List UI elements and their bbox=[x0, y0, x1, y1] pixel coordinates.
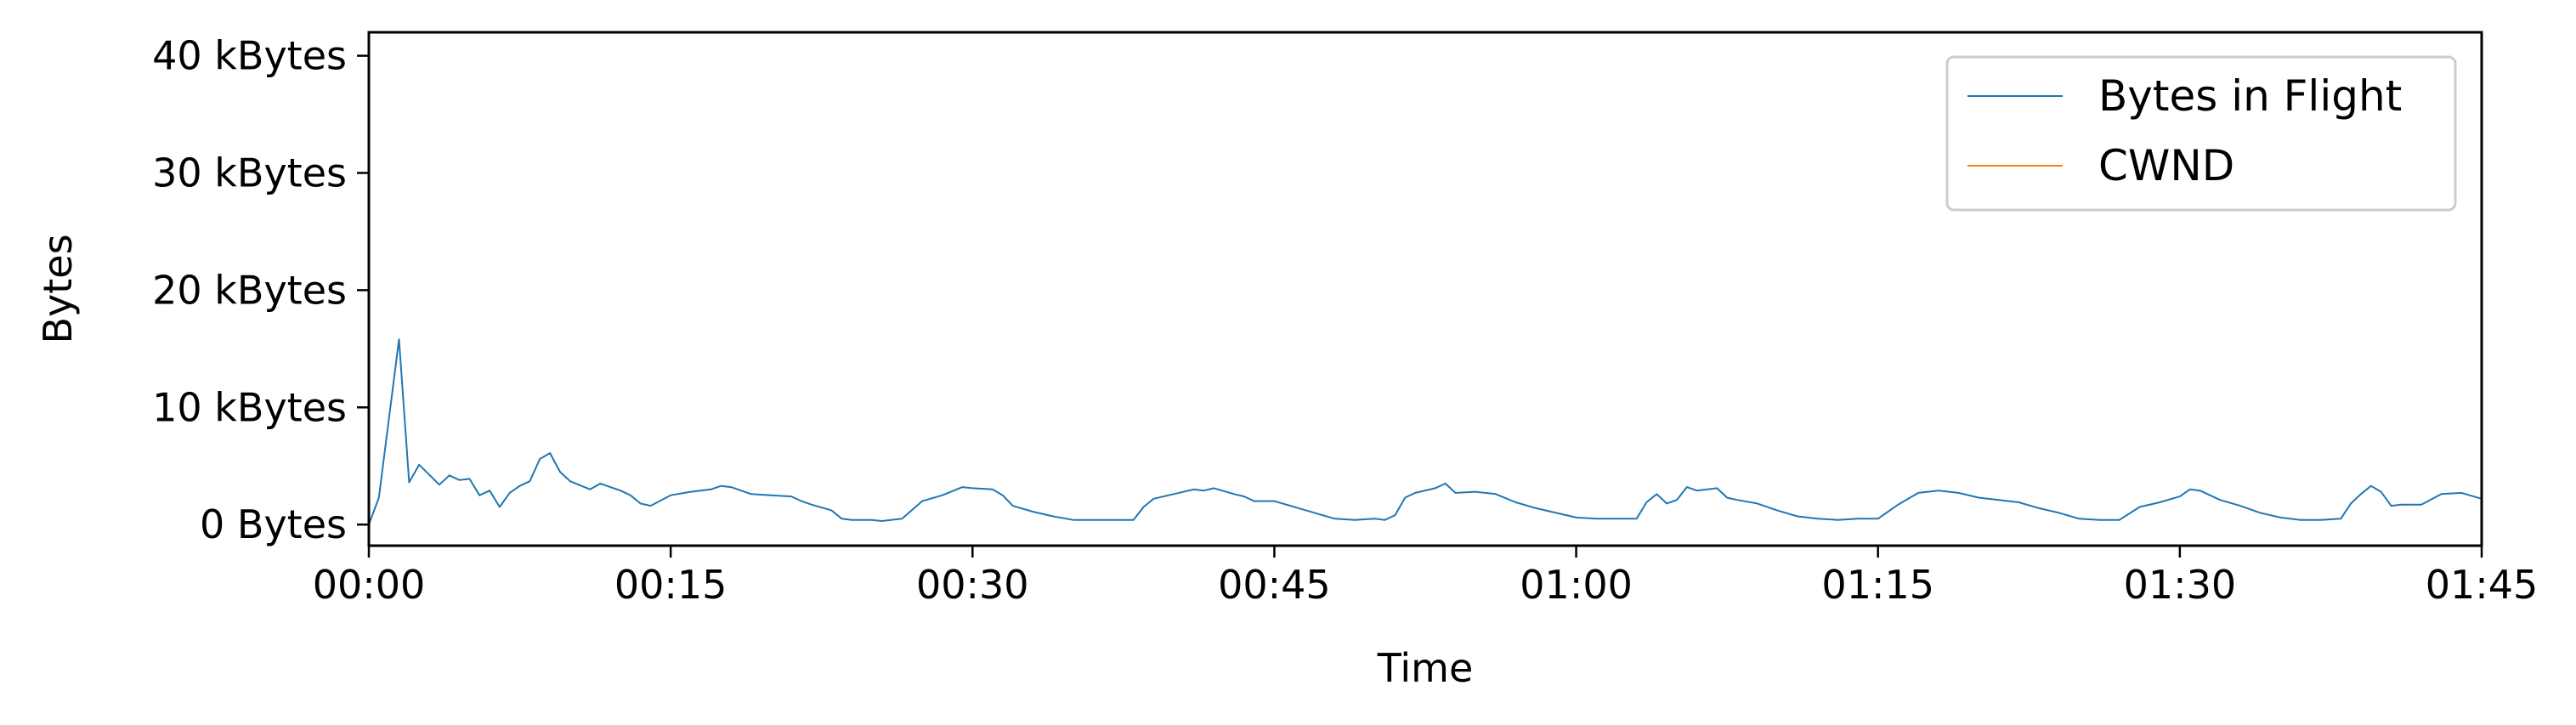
legend-label-bytes-in-flight: Bytes in Flight bbox=[2098, 71, 2402, 121]
legend-box bbox=[1945, 55, 2457, 212]
x-axis: 00:00 00:15 00:30 00:45 01:00 01:15 01:30 01:45 bbox=[313, 546, 2539, 608]
series-line-0 bbox=[368, 338, 2483, 525]
x-tick-label-4: 01:00 bbox=[1520, 562, 1633, 608]
legend-label-cwnd: CWND bbox=[2098, 141, 2234, 190]
x-tick-label-7: 01:45 bbox=[2426, 562, 2539, 608]
series-layer bbox=[368, 338, 2483, 525]
x-tick-label-1: 00:15 bbox=[614, 562, 728, 608]
x-tick-label-0: 00:00 bbox=[313, 562, 426, 608]
y-axis-label: Bytes bbox=[35, 234, 81, 343]
y-tick-label-2: 20 kBytes bbox=[152, 267, 347, 313]
x-tick-label-6: 01:30 bbox=[2124, 562, 2237, 608]
legend: Bytes in Flight CWND bbox=[1945, 55, 2457, 212]
y-tick-label-0: 0 Bytes bbox=[200, 501, 347, 547]
plot-frame bbox=[367, 31, 2483, 547]
x-tick-label-3: 00:45 bbox=[1218, 562, 1331, 608]
y-tick-label-1: 10 kBytes bbox=[152, 384, 347, 430]
y-tick-label-3: 30 kBytes bbox=[152, 150, 347, 195]
x-tick-label-2: 00:30 bbox=[916, 562, 1029, 608]
y-tick-label-4: 40 kBytes bbox=[152, 33, 347, 79]
x-axis-label: Time bbox=[1377, 645, 1474, 691]
x-tick-label-5: 01:15 bbox=[1821, 562, 1934, 608]
y-axis: 0 Bytes 10 kBytes 20 kBytes 30 kBytes 40 kBy… bbox=[152, 33, 369, 547]
